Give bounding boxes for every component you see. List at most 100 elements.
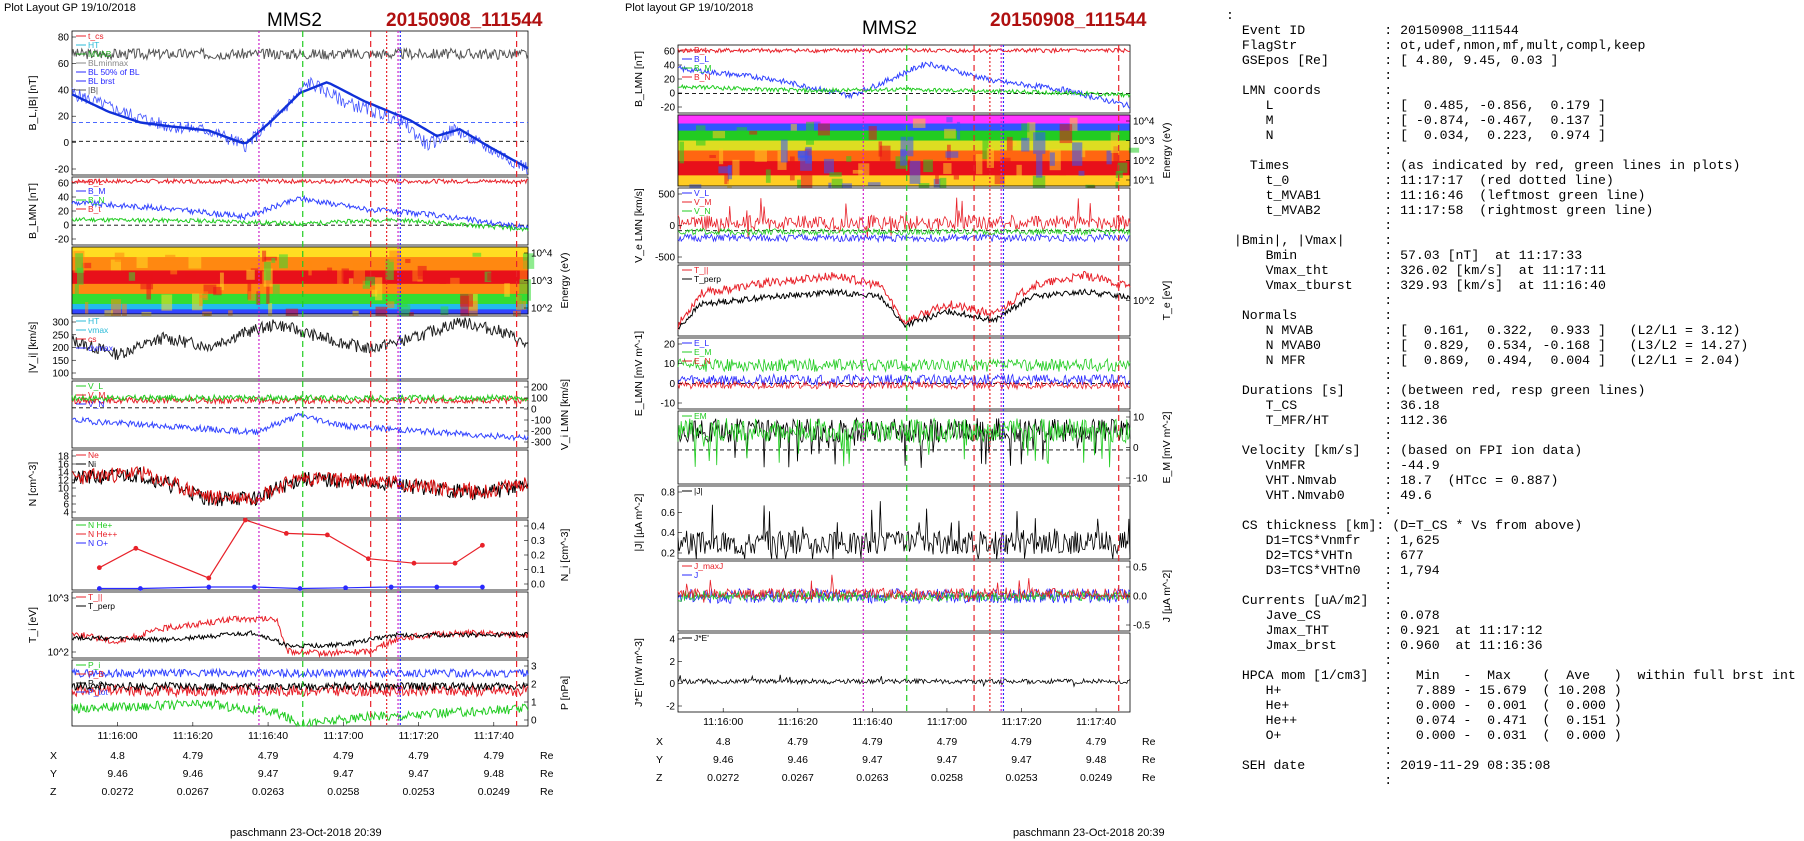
y-tick-label: 0.2 [531,551,545,562]
spectrogram-cell [912,118,926,128]
coord-label: Y [50,768,57,780]
spectrogram-cell [1078,170,1085,176]
spectrogram-cell [823,158,834,174]
spectrogram-cell [956,121,961,140]
y-axis-label: B_LMN [nT] [27,183,39,239]
legend-label: P_tot [88,687,108,697]
spectrogram-cell [375,277,383,301]
spectrogram-cell [246,269,255,280]
spectrogram-cell [136,254,148,269]
y-tick-label: 80 [58,33,70,44]
summary-line: H+ : 7.889 - 15.679 ( 10.208 ) [1226,683,1622,698]
spectrogram-cell [219,272,224,291]
legend-label: B_L [694,54,709,64]
spectrogram-cell [789,156,795,181]
panel: 500 0 -500 V_e LMN [km/s] V_LV_MV_N [633,187,1131,264]
spectrogram-cell [519,279,531,301]
legend-label: B_N [88,195,105,205]
legend-label: P_e [88,678,103,688]
spectrogram-cell [689,184,702,191]
legend-label: B_M [88,186,105,196]
spectrogram-cell [1027,122,1036,141]
series-line [71,630,529,649]
y-tick-label: 0 [669,379,675,390]
y-tick-label: 10^2 [1133,156,1155,167]
legend-label: E_N [694,356,711,366]
panel: 3 2 1 0 P [nPa] P_iP_BP_eP_tot [71,659,571,728]
coord-value: 4.79 [408,750,429,762]
series-line [677,197,1131,238]
y-tick-label: 10^3 [531,276,553,287]
y-tick-label: 0.0 [531,580,545,591]
y-axis-label: V_e LMN [km/s] [633,188,645,263]
summary-line: M : [ -0.874, -0.467, 0.137 ] [1226,113,1606,128]
x-tick-label: 11:17:20 [1001,716,1041,728]
legend-label: BLminmax [88,58,129,68]
coord-unit: Re [540,768,554,780]
legend-label: N O+ [88,538,108,548]
data-point [283,531,289,536]
spectrogram-cell [170,265,178,275]
panel-frame [677,187,1131,264]
spectrogram-cell [718,166,731,174]
spectrogram-cell [371,289,378,297]
y-tick-label: 60 [664,47,676,58]
y-tick-label: 14 [58,468,70,479]
series-line [677,589,1131,603]
mid-footer: paschmann 23-Oct-2018 20:39 [1013,827,1165,839]
coord-value: 4.8 [110,750,125,762]
spectrogram-cell [146,277,152,300]
coord-value: 4.79 [333,750,354,762]
spectrogram-cell [798,150,808,161]
summary-line: N MVAB0 : [ 0.829, 0.534, -0.168 ] (L3/L… [1226,338,1749,353]
spectrogram-cell [203,291,209,301]
spectrogram-cell [946,117,953,123]
legend-label: V_N [88,399,105,409]
y-tick-label: 1 [531,698,537,709]
panel: 10^2 T_e [eV] T_||T_perp [677,264,1173,337]
y-axis-label: J*E' [nW m^-3] [633,638,645,707]
y-tick-label: 0.8 [661,488,675,499]
spectrogram-cell [982,136,989,160]
spectrogram-cell [1106,150,1112,165]
spectrogram-band [678,115,1130,125]
y-tick-label: 0 [531,716,537,727]
summary-line: : [1226,578,1393,593]
coord-unit: Re [540,786,554,798]
y-tick-label: 10^3 [1133,136,1155,147]
legend-label: t_cs [88,31,104,41]
spectrogram-cell [327,267,333,283]
coord-unit: Re [540,750,554,762]
summary-line: Currents [uA/m2] : [1226,593,1393,608]
y-tick-label: -300 [531,438,551,449]
spectrogram-cell [81,262,92,269]
spectrogram-cell [712,131,726,139]
series-line [677,61,1131,110]
y-tick-label: 0 [669,89,675,100]
summary-line: GSEpos [Re] : [ 4.80, 9.45, 0.03 ] [1226,53,1559,68]
summary-line: L : [ 0.485, -0.856, 0.179 ] [1226,98,1606,113]
y-tick-label: 40 [664,61,676,72]
y-tick-label: -500 [655,253,675,264]
series-line [71,698,529,728]
spectrogram-cell [125,270,132,277]
spectrogram-cell [203,284,217,294]
spectrogram-cell [515,295,522,311]
spectrogram-cell [1113,146,1118,165]
summary-line: VHT.Nmvab0 : 49.6 [1226,488,1432,503]
summary-line: : [1226,293,1393,308]
series-line [71,615,529,659]
coord-value: 9.47 [937,754,958,766]
spectrogram-cell [440,306,449,316]
y-axis-label: E_M [mV m^-2] [1161,411,1173,483]
coord-value: 9.47 [862,754,883,766]
summary-line: Durations [s] : (between red, resp green… [1226,383,1646,398]
spectrogram-cell [385,259,394,280]
summary-line: Velocity [km/s] : (based on FPI ion data… [1226,443,1583,458]
y-axis-label: P [nPa] [559,676,571,710]
spectrogram-cell [679,141,685,164]
summary-line: |Bmin|, |Vmax| : [1226,233,1393,248]
summary-line: N MVAB : [ 0.161, 0.322, 0.933 ] (L2/L1 … [1226,323,1741,338]
spectrogram-cell [852,169,864,174]
spectrogram-cell [359,296,370,302]
